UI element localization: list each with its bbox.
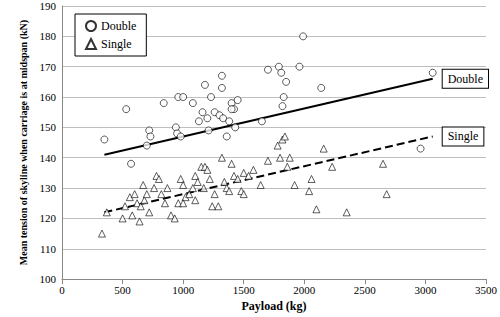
svg-text:3000: 3000 (414, 284, 437, 296)
svg-text:Single: Single (448, 129, 479, 143)
svg-text:Single: Single (101, 37, 132, 51)
svg-text:1500: 1500 (233, 284, 256, 296)
svg-text:160: 160 (40, 91, 57, 103)
svg-text:170: 170 (40, 61, 57, 73)
svg-text:180: 180 (40, 30, 57, 42)
svg-text:190: 190 (40, 0, 57, 12)
svg-text:2500: 2500 (354, 284, 377, 296)
svg-text:500: 500 (114, 284, 131, 296)
svg-text:2000: 2000 (293, 284, 316, 296)
svg-text:140: 140 (40, 152, 57, 164)
svg-text:3500: 3500 (475, 284, 498, 296)
svg-text:120: 120 (40, 212, 57, 224)
svg-text:130: 130 (40, 182, 57, 194)
svg-text:150: 150 (40, 121, 57, 133)
svg-text:Mean tension of skyline when c: Mean tension of skyline when carriage is… (18, 20, 30, 265)
svg-text:100: 100 (40, 273, 57, 285)
svg-text:Double: Double (101, 19, 136, 33)
svg-text:0: 0 (59, 284, 65, 296)
svg-text:1000: 1000 (172, 284, 195, 296)
svg-text:Payload (kg): Payload (kg) (241, 299, 306, 313)
svg-text:Double: Double (448, 72, 483, 86)
svg-text:110: 110 (40, 243, 57, 255)
